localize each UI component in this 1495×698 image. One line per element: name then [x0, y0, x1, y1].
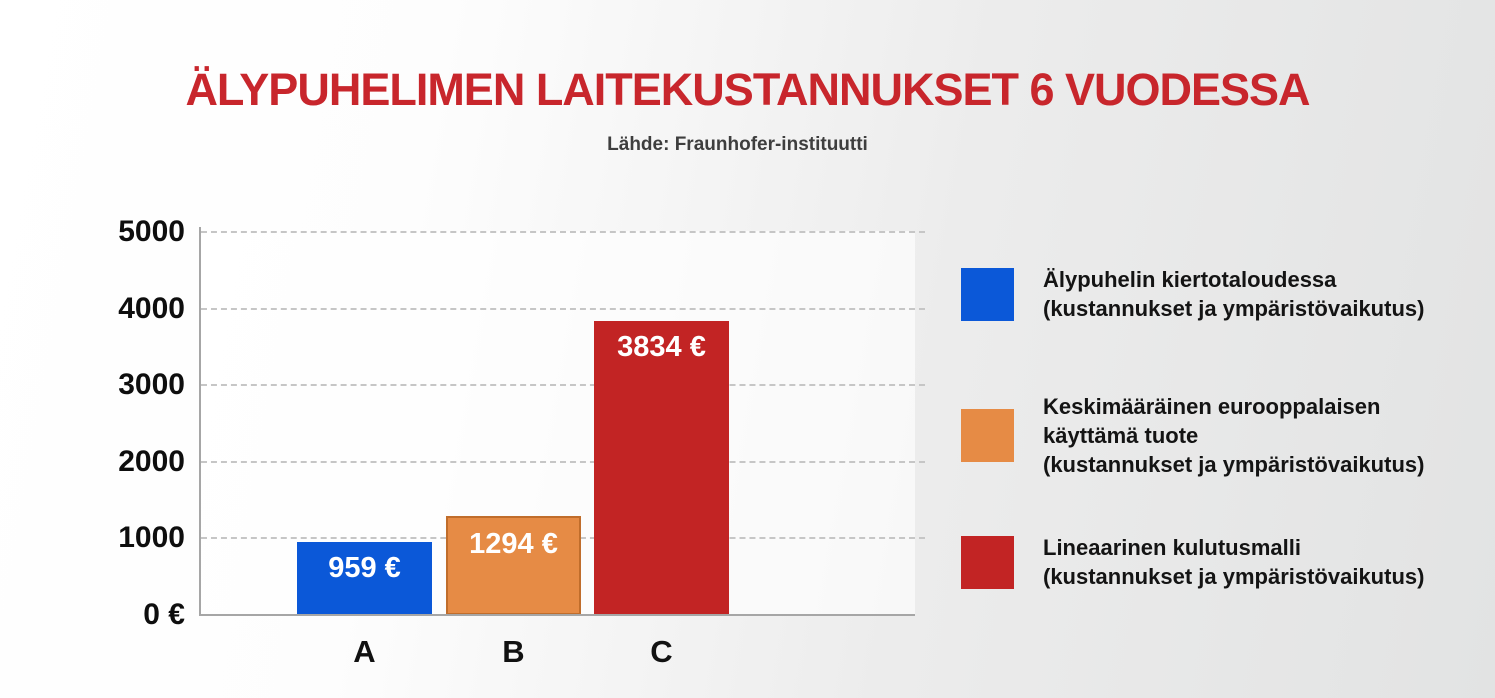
bar-value-label: 1294 €	[469, 527, 558, 560]
x-category-label-B: B	[502, 634, 525, 669]
legend-item: Älypuhelin kiertotaloudessa (kustannukset…	[961, 265, 1471, 323]
y-tick-label: 1000	[118, 521, 185, 555]
bar-value-label: 3834 €	[617, 331, 706, 364]
x-category-label-C: C	[650, 634, 673, 669]
y-tick-label: 5000	[118, 215, 185, 248]
gridline	[201, 307, 925, 310]
gridline	[201, 460, 925, 463]
y-axis	[199, 227, 201, 616]
chart-subtitle: Lähde: Fraunhofer-instituutti	[607, 134, 868, 155]
gridline	[201, 384, 925, 387]
bar-B: 1294 €	[446, 515, 581, 615]
legend-swatch	[961, 267, 1014, 321]
y-tick-label: 2000	[118, 444, 185, 478]
legend-label: Lineaarinen kulutusmalli (kustannukset ja…	[1043, 535, 1425, 589]
gridline	[201, 231, 925, 233]
bar-A: 959 €	[297, 541, 432, 615]
y-tick-label: 0 €	[143, 598, 185, 631]
legend-item: Keskimääräinen eurooppalaisen käyttämä tu…	[961, 392, 1471, 479]
legend-label: Keskimääräinen eurooppalaisen käyttämä tu…	[1043, 394, 1425, 477]
chart-title: ÄLYPUHELIMEN LAITEKUSTANNUKSET 6 VUODESS…	[185, 64, 1310, 115]
bar-value-label: 959 €	[328, 551, 401, 584]
legend-swatch	[961, 535, 1014, 589]
legend-item: Lineaarinen kulutusmalli (kustannukset ja…	[961, 533, 1471, 591]
legend-swatch	[961, 409, 1014, 462]
legend-label: Älypuhelin kiertotaloudessa (kustannukset…	[1043, 267, 1425, 321]
y-tick-label: 4000	[118, 291, 185, 325]
y-tick-label: 3000	[118, 368, 185, 402]
bar-C: 3834 €	[594, 321, 729, 615]
x-axis	[199, 614, 915, 616]
x-category-label-A: A	[353, 634, 376, 669]
